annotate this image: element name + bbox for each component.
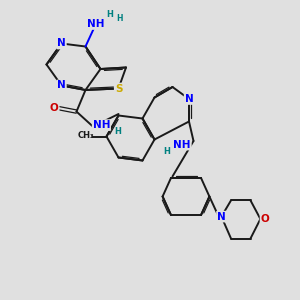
Text: O: O [50, 103, 59, 113]
Text: N: N [57, 80, 66, 91]
Text: CH₃: CH₃ [77, 131, 94, 140]
Text: NH: NH [173, 140, 191, 150]
Text: H: H [114, 128, 121, 136]
Text: H: H [163, 147, 170, 156]
Text: O: O [260, 214, 269, 224]
Text: N: N [184, 94, 194, 104]
Text: NH: NH [93, 120, 110, 130]
Text: S: S [115, 83, 122, 94]
Text: N: N [217, 212, 226, 222]
Text: H: H [107, 10, 113, 19]
Text: N: N [57, 38, 66, 49]
Text: H: H [116, 14, 122, 23]
Text: NH: NH [87, 19, 105, 29]
